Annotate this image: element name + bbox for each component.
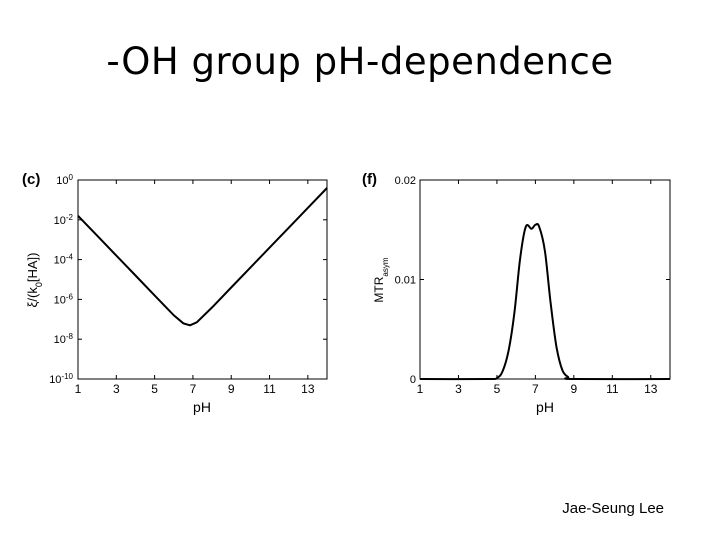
y-tick-label-c: 10-8	[54, 332, 74, 347]
x-tick-label-f: 1	[417, 382, 424, 396]
slide-title: -OH group pH-dependence	[106, 40, 614, 83]
series-line-f	[419, 222, 671, 381]
x-tick-label-c: 11	[263, 382, 276, 396]
x-tick-label-c: 13	[301, 382, 315, 396]
series-line-c	[77, 187, 328, 327]
x-tick-label-c: 3	[113, 382, 120, 396]
x-axis-label-f: pH	[536, 399, 554, 415]
y-tick-label-c: 10-4	[54, 252, 74, 267]
y-tick-label-c: 10-6	[54, 292, 74, 307]
x-tick-label-c: 5	[151, 382, 158, 396]
x-tick-label-f: 3	[455, 382, 462, 396]
x-axis-label-c: pH	[193, 399, 211, 415]
plot-frame-c	[77, 179, 328, 380]
y-tick-label-c: 10-2	[54, 212, 74, 227]
y-tick-label-f: 0.02	[395, 175, 416, 187]
x-tick-label-f: 5	[494, 382, 501, 396]
author-credit: Jae-Seung Lee	[562, 500, 664, 517]
y-tick-label-f: 0.01	[395, 275, 416, 287]
y-tick-label-f: 0	[410, 374, 416, 386]
y-axis-label-f: MTRasym	[372, 257, 390, 302]
x-tick-label-c: 1	[75, 382, 82, 396]
x-tick-label-c: 7	[190, 382, 197, 396]
x-tick-label-c: 9	[228, 382, 235, 396]
x-tick-label-f: 11	[606, 382, 619, 396]
y-tick-label-c: 100	[56, 173, 73, 188]
x-tick-label-f: 9	[571, 382, 578, 396]
y-axis-label-c: ξ/(k0[HA])	[25, 253, 44, 308]
panel-label-c: (c)	[22, 171, 40, 188]
plot-frame-f	[419, 179, 671, 380]
y-tick-label-c: 10-10	[49, 372, 73, 387]
panel-label-f: (f)	[362, 171, 377, 188]
x-tick-label-f: 13	[644, 382, 658, 396]
x-tick-label-f: 7	[532, 382, 539, 396]
